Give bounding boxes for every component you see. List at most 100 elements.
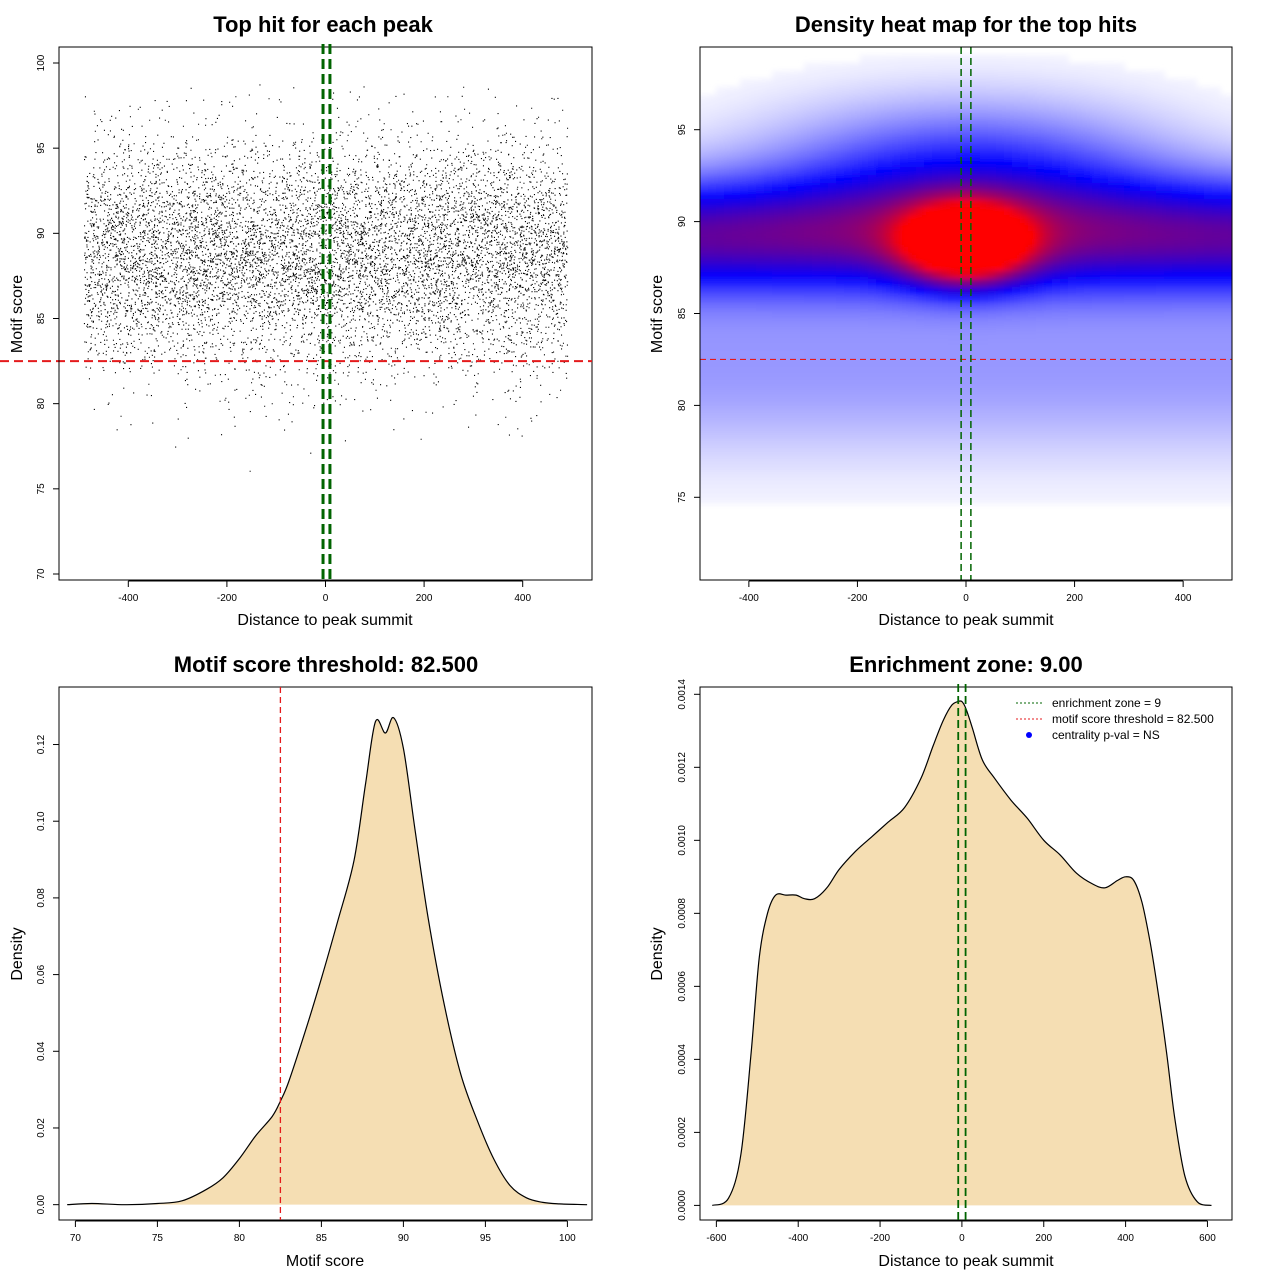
heatmap-cell xyxy=(964,463,973,472)
heatmap-cell xyxy=(1132,335,1141,344)
heatmap-cell xyxy=(1116,95,1125,104)
heatmap-cell xyxy=(1204,487,1213,496)
heatmap-cell xyxy=(932,247,941,256)
heatmap-cell xyxy=(1036,183,1045,192)
heatmap-cell xyxy=(1148,183,1157,192)
heatmap-cell xyxy=(868,383,877,392)
heatmap-cell xyxy=(1140,279,1149,288)
heatmap-reference-lines xyxy=(700,47,1232,580)
heatmap-cell xyxy=(900,159,909,168)
heatmap-cell xyxy=(748,199,757,208)
heatmap-cell xyxy=(908,143,917,152)
heatmap-cell xyxy=(884,71,893,80)
heatmap-cell xyxy=(1060,127,1069,136)
heatmap-cell xyxy=(980,183,989,192)
heatmap-cell xyxy=(796,183,805,192)
heatmap-cell xyxy=(1148,287,1157,296)
heatmap-cell xyxy=(868,263,877,272)
heatmap-cell xyxy=(1076,375,1085,384)
heatmap-cell xyxy=(1100,479,1109,488)
heatmap-cell xyxy=(940,55,949,64)
heatmap-cell xyxy=(1044,447,1053,456)
heatmap-cell xyxy=(844,199,853,208)
heatmap-cell xyxy=(972,175,981,184)
heatmap-cell xyxy=(804,215,813,224)
heatmap-cell xyxy=(772,231,781,240)
heatmap-cell xyxy=(1196,103,1205,112)
heatmap-cell xyxy=(988,271,997,280)
heatmap-cell xyxy=(1100,127,1109,136)
distance-density-x-tick-label: -200 xyxy=(870,1233,890,1244)
heatmap-cell xyxy=(1188,407,1197,416)
heatmap-cell xyxy=(916,311,925,320)
heatmap-cell xyxy=(948,439,957,448)
heatmap-cell xyxy=(708,255,717,264)
heatmap-cell xyxy=(844,455,853,464)
heatmap-cell xyxy=(716,423,725,432)
heatmap-cell xyxy=(1036,287,1045,296)
heatmap-cell xyxy=(812,495,821,504)
heatmap-cell xyxy=(940,415,949,424)
heatmap-cell xyxy=(1220,343,1229,352)
heatmap-cell xyxy=(700,335,709,344)
heatmap-cell xyxy=(1132,391,1141,400)
heatmap-cell xyxy=(876,295,885,304)
heatmap-cell xyxy=(1236,247,1245,256)
heatmap-cell xyxy=(1116,103,1125,112)
heatmap-cell xyxy=(1036,103,1045,112)
heatmap-cell xyxy=(836,407,845,416)
heatmap-cell xyxy=(756,255,765,264)
heatmap-cell xyxy=(980,335,989,344)
heatmap-cell xyxy=(900,95,909,104)
heatmap-cell xyxy=(1108,343,1117,352)
heatmap-cell xyxy=(988,495,997,504)
heatmap-cell xyxy=(724,311,733,320)
heatmap-cell xyxy=(996,431,1005,440)
heatmap-cell xyxy=(1036,279,1045,288)
heatmap-cell xyxy=(788,359,797,368)
heatmap-cell xyxy=(1052,135,1061,144)
heatmap-cell xyxy=(1204,183,1213,192)
heatmap-cell xyxy=(1012,119,1021,128)
heatmap-cell xyxy=(1108,279,1117,288)
heatmap-cell xyxy=(732,351,741,360)
heatmap-cell xyxy=(844,319,853,328)
heatmap-cell xyxy=(1108,223,1117,232)
heatmap-cell xyxy=(892,151,901,160)
heatmap-cell xyxy=(948,207,957,216)
heatmap-cell xyxy=(1068,119,1077,128)
heatmap-cell xyxy=(1228,479,1232,488)
heatmap-cell xyxy=(860,487,869,496)
heatmap-cell xyxy=(828,423,837,432)
heatmap-cell xyxy=(1156,127,1165,136)
heatmap-cell xyxy=(708,383,717,392)
heatmap-cell xyxy=(1148,95,1157,104)
heatmap-cell xyxy=(828,143,837,152)
heatmap-cell xyxy=(812,327,821,336)
heatmap-cell xyxy=(756,295,765,304)
heatmap-cell xyxy=(1052,423,1061,432)
heatmap-cell xyxy=(1180,143,1189,152)
heatmap-cell xyxy=(1188,223,1197,232)
heatmap-cell xyxy=(740,303,749,312)
heatmap-cell xyxy=(892,351,901,360)
heatmap-cell xyxy=(1100,63,1109,72)
heatmap-cell xyxy=(828,167,837,176)
heatmap-cell xyxy=(700,279,709,288)
heatmap-cell xyxy=(764,135,773,144)
heatmap-cell xyxy=(1060,303,1069,312)
heatmap-cell xyxy=(700,351,709,360)
heatmap-cell xyxy=(1052,183,1061,192)
heatmap-cell xyxy=(988,487,997,496)
heatmap-cell xyxy=(948,455,957,464)
heatmap-cell xyxy=(1196,399,1205,408)
heatmap-cell xyxy=(1004,303,1013,312)
heatmap-cell xyxy=(724,319,733,328)
heatmap-cell xyxy=(1028,423,1037,432)
heatmap-cell xyxy=(1228,327,1232,336)
heatmap-cell xyxy=(764,495,773,504)
heatmap-cell xyxy=(1108,239,1117,248)
heatmap-cell xyxy=(940,455,949,464)
heatmap-cell xyxy=(1100,183,1109,192)
heatmap-cell xyxy=(788,199,797,208)
